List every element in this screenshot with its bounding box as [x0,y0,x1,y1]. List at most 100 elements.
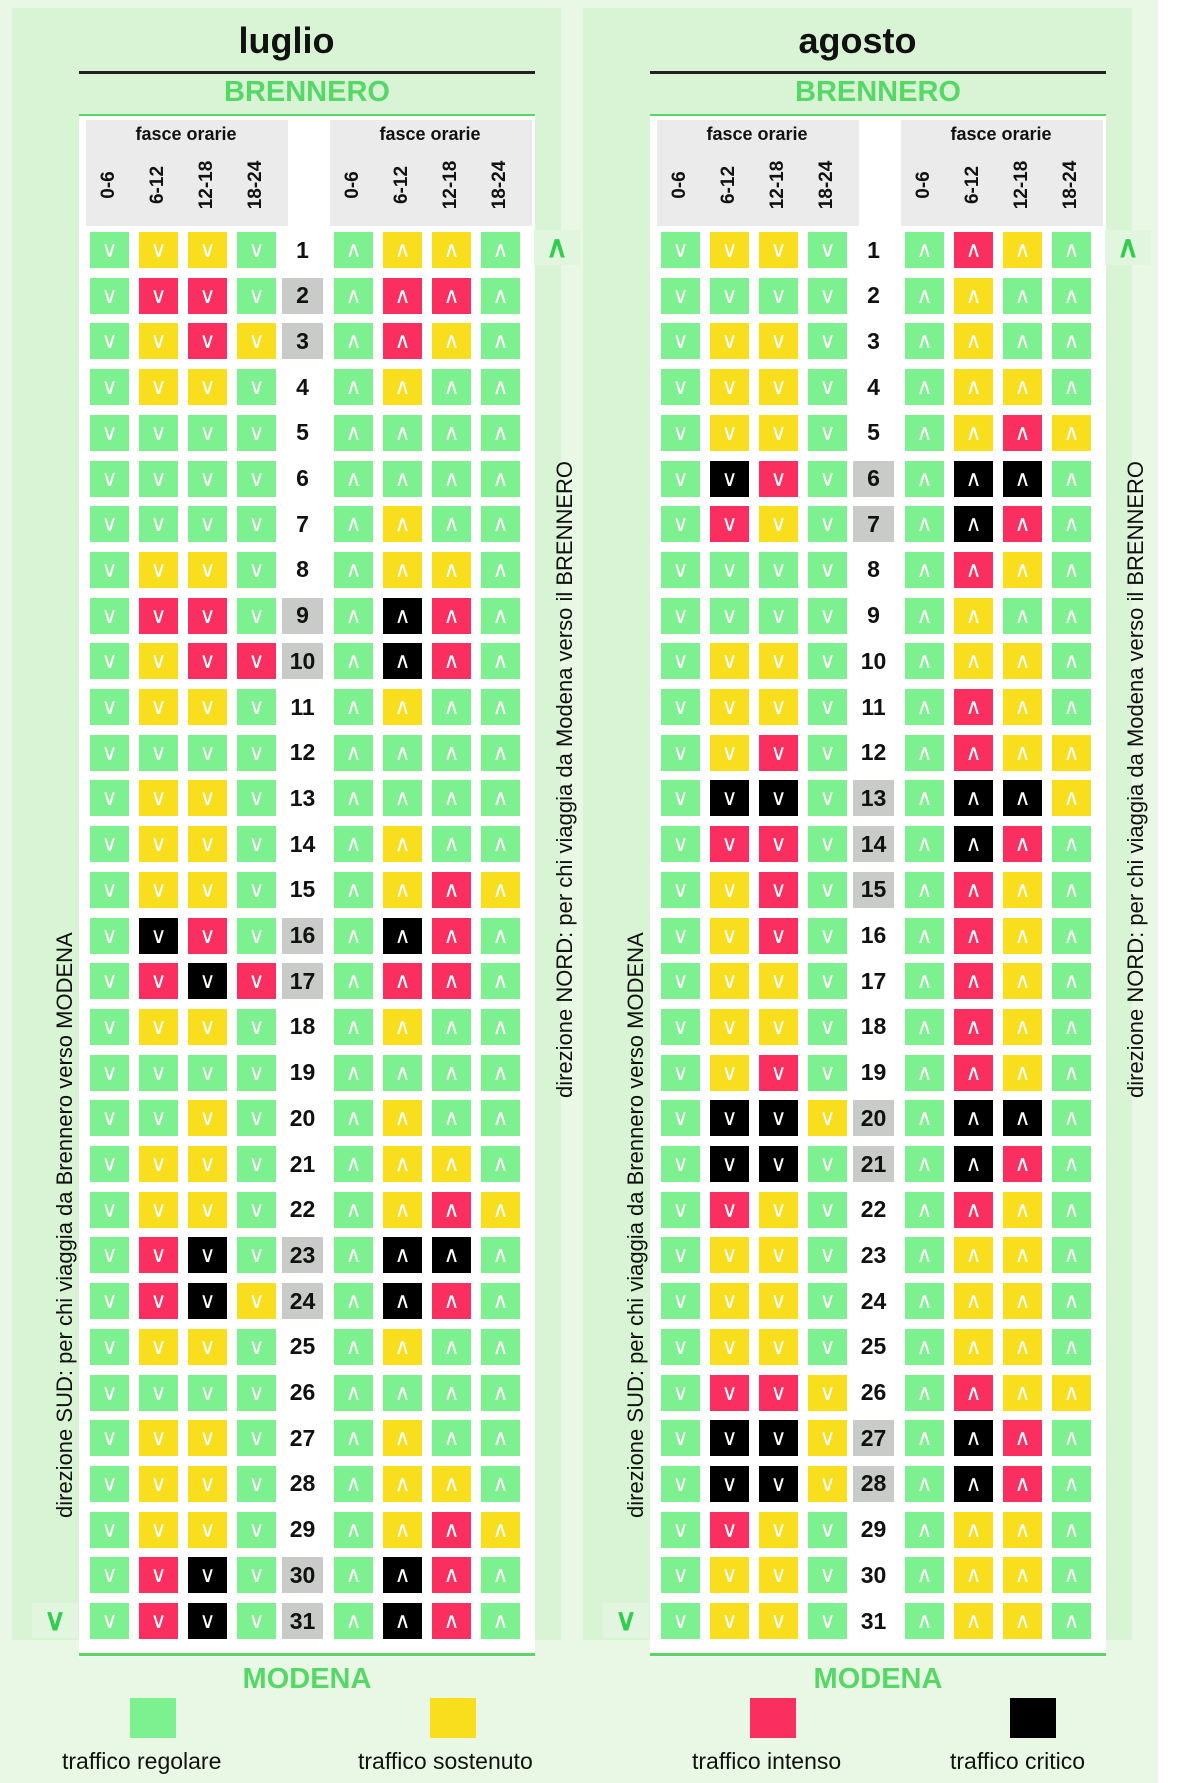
traffic-cell-north: ∧ [1003,1603,1042,1639]
traffic-cell-south: ∨ [759,1374,798,1411]
traffic-cell-north: ∧ [383,734,422,771]
traffic-cell-south: ∨ [661,1465,700,1502]
traffic-cell-south: ∨ [90,1237,129,1274]
traffic-cell-south: ∨ [759,1008,798,1045]
traffic-cell-north: ∧ [383,1557,422,1594]
traffic-cell-south: ∨ [710,597,749,634]
traffic-cell-south: ∨ [90,1465,129,1502]
traffic-cell-north: ∧ [954,963,993,1000]
traffic-cell-north: ∧ [1052,871,1091,908]
traffic-cell-south: ∨ [808,1283,847,1320]
south-arrow-icon: ∨ [603,1603,649,1638]
traffic-cell-north: ∧ [432,323,471,360]
legend-label: traffico critico [950,1748,1086,1774]
traffic-cell-north: ∧ [432,1557,471,1594]
traffic-cell-north: ∧ [334,1465,373,1502]
traffic-cell-north: ∧ [905,917,944,954]
traffic-cell-north: ∧ [1052,917,1091,954]
traffic-cell-north: ∧ [334,963,373,1000]
traffic-cell-south: ∨ [90,1511,129,1548]
traffic-cell-south: ∨ [237,734,276,771]
traffic-cell-north: ∧ [905,1374,944,1411]
traffic-cell-south: ∨ [237,1008,276,1045]
day-number: 2 [282,277,323,314]
traffic-cell-south: ∨ [759,414,798,451]
calendar-page: luglio BRENNERO fasce orarie fasce orarie 0-… [0,0,1158,1783]
traffic-cell-north: ∧ [954,1374,993,1411]
traffic-cell-south: ∨ [237,1374,276,1411]
south-direction-label: direzione SUD: per chi viaggia da Brenne… [623,932,648,1518]
traffic-cell-north: ∧ [481,1420,520,1457]
traffic-cell-north: ∧ [383,277,422,314]
day-number: 16 [282,917,323,954]
day-number: 13 [289,784,316,811]
traffic-cell-south: ∨ [661,1283,700,1320]
traffic-cell-south: ∨ [710,1008,749,1045]
time-slot-label: 6-12 [391,165,412,205]
traffic-cell-north: ∧ [334,551,373,588]
traffic-cell-south: ∨ [139,277,178,314]
traffic-cell-south: ∨ [710,1374,749,1411]
traffic-cell-north: ∧ [1003,414,1042,451]
traffic-cell-south: ∨ [759,1191,798,1228]
traffic-cell-south: ∨ [759,780,798,817]
day-number: 5 [296,419,309,446]
traffic-cell-south: ∨ [90,414,129,451]
legend-label: traffico regolare [62,1748,222,1774]
traffic-cell-south: ∨ [759,1146,798,1182]
traffic-cell-north: ∧ [432,460,471,497]
traffic-cell-south: ∨ [237,277,276,314]
legend-label: traffico intenso [692,1748,842,1774]
traffic-cell-north: ∧ [481,734,520,771]
traffic-cell-south: ∨ [237,780,276,817]
traffic-cell-north: ∧ [905,1237,944,1274]
traffic-cell-south: ∨ [139,871,178,908]
traffic-cell-north: ∧ [383,1511,422,1548]
traffic-cell-south: ∨ [90,460,129,497]
day-number: 8 [296,556,309,583]
traffic-cell-north: ∧ [1052,1283,1091,1320]
traffic-cell-south: ∨ [139,323,178,360]
traffic-cell-south: ∨ [710,1283,749,1320]
traffic-cell-north: ∧ [383,1283,422,1320]
legend-swatch [1010,1698,1056,1738]
traffic-cell-south: ∨ [759,689,798,725]
traffic-cell-south: ∨ [188,597,227,634]
traffic-cell-south: ∨ [90,1191,129,1228]
traffic-cell-north: ∧ [1052,1146,1091,1182]
traffic-cell-north: ∧ [334,460,373,497]
day-number: 30 [860,1561,887,1588]
day-number: 4 [296,373,309,400]
traffic-cell-south: ∨ [139,414,178,451]
day-number: 7 [296,510,309,537]
traffic-cell-north: ∧ [481,506,520,543]
traffic-cell-north: ∧ [432,1237,471,1274]
traffic-cell-south: ∨ [237,1054,276,1091]
traffic-cell-south: ∨ [759,871,798,908]
traffic-cell-south: ∨ [661,1191,700,1228]
time-slot-label: 6-12 [718,165,739,205]
traffic-cell-north: ∧ [334,871,373,908]
traffic-cell-south: ∨ [759,1603,798,1639]
traffic-cell-south: ∨ [808,917,847,954]
time-slot-label: 12-18 [440,160,461,210]
title-rule [650,71,1106,74]
traffic-cell-north: ∧ [481,1511,520,1548]
traffic-cell-north: ∧ [905,1465,944,1502]
time-slot-header: 0-6 [91,150,127,220]
traffic-cell-north: ∧ [1003,826,1042,863]
day-number: 19 [289,1059,316,1086]
traffic-cell-south: ∨ [808,1420,847,1457]
traffic-cell-south: ∨ [759,643,798,680]
header-north [330,120,532,226]
traffic-cell-south: ∨ [139,917,178,954]
traffic-cell-south: ∨ [237,826,276,863]
day-number: 15 [853,871,894,908]
traffic-cell-north: ∧ [1003,1100,1042,1137]
traffic-cell-north: ∧ [432,1511,471,1548]
traffic-cell-south: ∨ [237,643,276,680]
traffic-cell-south: ∨ [237,1237,276,1274]
time-slot-header: 0-6 [906,150,942,220]
traffic-cell-north: ∧ [432,597,471,634]
month-panel: luglio BRENNERO fasce orarie fasce orarie 0-… [12,8,580,1695]
